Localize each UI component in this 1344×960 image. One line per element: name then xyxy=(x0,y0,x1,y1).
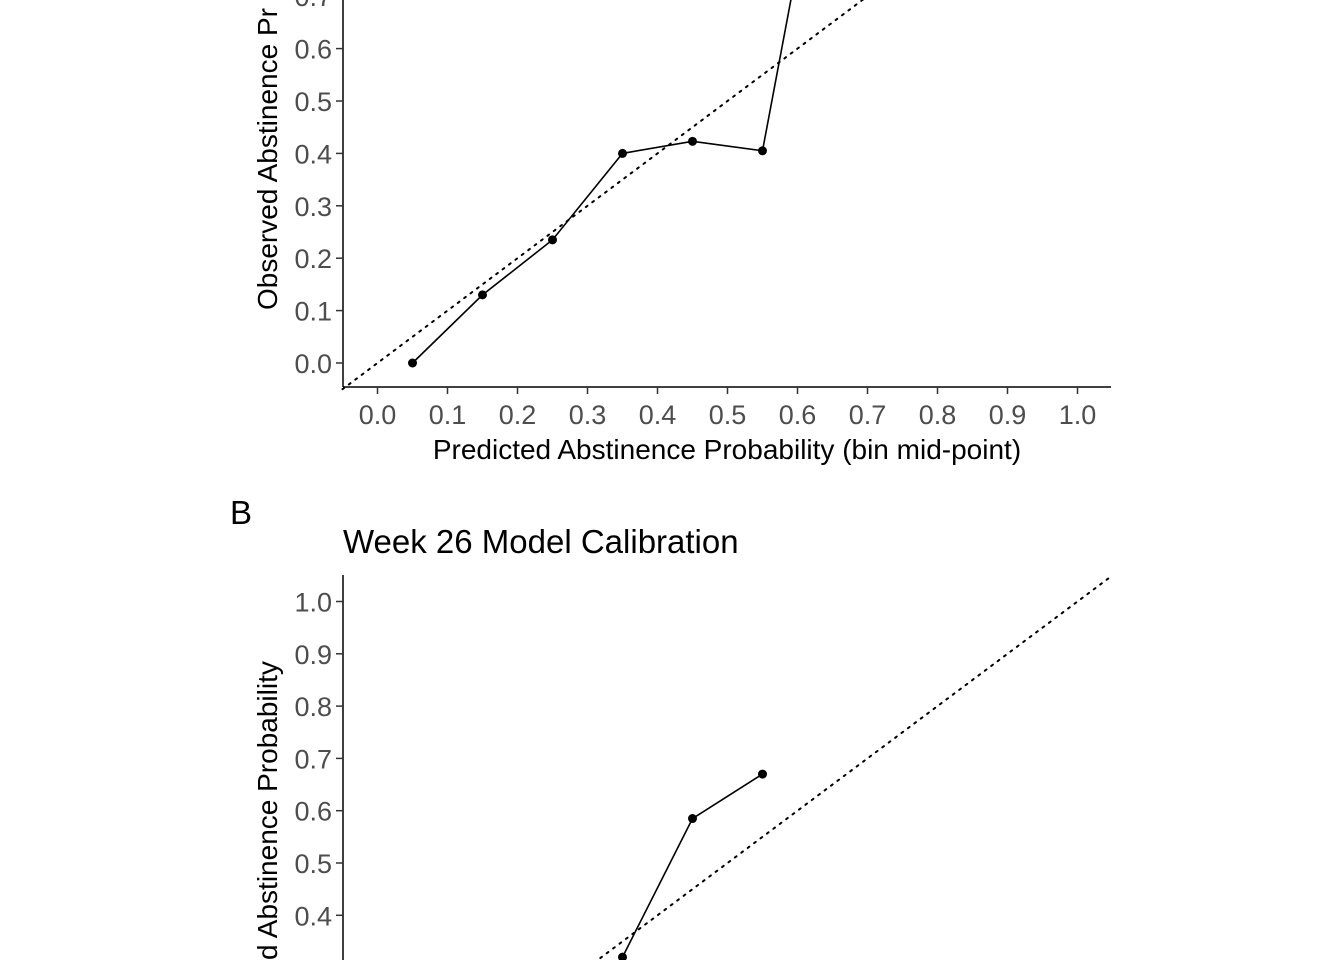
panel-b-data-point xyxy=(758,769,767,779)
panel-b-series xyxy=(618,769,767,960)
panel-a-series xyxy=(408,0,792,368)
panel-a-data-point xyxy=(408,358,417,368)
panel-b-y-tick-label: 1.0 xyxy=(294,588,332,618)
panel-a-x-tick-label: 0.6 xyxy=(779,400,817,430)
panel-a-series-line xyxy=(411,0,792,364)
panel-a-x-tick-label: 0.8 xyxy=(919,400,957,430)
panel-a-y-tick-label: 0.4 xyxy=(294,139,332,169)
panel-a-x-tick-label: 0.9 xyxy=(989,400,1027,430)
panel-a-x-tick-label: 0.2 xyxy=(499,400,537,430)
panel-a-x-tick-label: 0.7 xyxy=(849,400,887,430)
panel-b-y-tick-label: 0.6 xyxy=(294,797,332,827)
panel-a-y-tick-label: 0.3 xyxy=(294,192,332,222)
panel-b-y-tick-label: 0.9 xyxy=(294,640,332,670)
panel-b-y-tick-label: 0.7 xyxy=(294,744,332,774)
panel-a-identity-line xyxy=(341,0,865,391)
panel-a-data-point xyxy=(548,235,557,245)
panel-a-x-tick-label: 0.3 xyxy=(569,400,607,430)
panel-a-x-ticks: 0.0 0.1 0.2 0.3 0.4 0.5 0.6 0.7 0.8 0.9 1.0 xyxy=(359,387,1097,430)
panel-a-y-tick-label: 0.7 xyxy=(294,0,332,12)
panel-b-y-axis-title: d Abstinence Probability xyxy=(252,661,283,960)
panel-a-x-tick-label: 0.4 xyxy=(639,400,677,430)
panel-a-x-tick-label: 0.0 xyxy=(359,400,397,430)
panel-a-reference-line xyxy=(341,0,865,391)
panel-b-y-ticks: 0.4 0.5 0.6 0.7 0.8 0.9 1.0 xyxy=(294,588,343,931)
panel-a-y-tick-label: 0.1 xyxy=(294,297,332,327)
panel-a-y-axis-title: Observed Abstinence Pr xyxy=(252,8,283,310)
panel-a-x-axis-title: Predicted Abstinence Probability (bin mi… xyxy=(433,434,1021,465)
panel-b-identity-line xyxy=(596,574,1114,960)
panel-a-x-tick-label: 1.0 xyxy=(1059,400,1097,430)
panel-b-series-line xyxy=(621,773,763,958)
panel-a-y-ticks: 0.0 0.1 0.2 0.3 0.4 0.5 0.6 0.7 xyxy=(294,0,343,379)
panel-b-y-tick-label: 0.5 xyxy=(294,849,332,879)
panel-a-data-point xyxy=(478,290,487,300)
panel-b-calibration-plot: B Week 26 Model Calibration 0.4 0.5 0.6 0.7… xyxy=(230,494,1114,960)
panel-b-y-tick-label: 0.4 xyxy=(294,901,332,931)
panel-a-x-tick-label: 0.5 xyxy=(709,400,747,430)
panel-a-y-tick-label: 0.6 xyxy=(294,35,332,65)
panel-b-data-point xyxy=(688,814,697,824)
panel-a-data-point xyxy=(618,148,627,158)
panel-b-data-point xyxy=(618,952,627,960)
panel-b-reference-line xyxy=(596,574,1114,960)
panel-a-y-tick-label: 0.5 xyxy=(294,87,332,117)
panel-a-data-point xyxy=(758,146,767,156)
panel-b-tag: B xyxy=(230,494,252,531)
panel-a-data-point xyxy=(688,136,697,146)
panel-b-y-tick-label: 0.8 xyxy=(294,692,332,722)
panel-a-calibration-plot: 0.0 0.1 0.2 0.3 0.4 0.5 0.6 0.7 0.0 0.1 0.2 0.3 0.4… xyxy=(252,0,1111,465)
panel-a-y-tick-label: 0.2 xyxy=(294,244,332,274)
panel-b-title: Week 26 Model Calibration xyxy=(343,523,739,560)
panel-a-y-tick-label: 0.0 xyxy=(294,349,332,379)
panel-a-x-tick-label: 0.1 xyxy=(429,400,467,430)
